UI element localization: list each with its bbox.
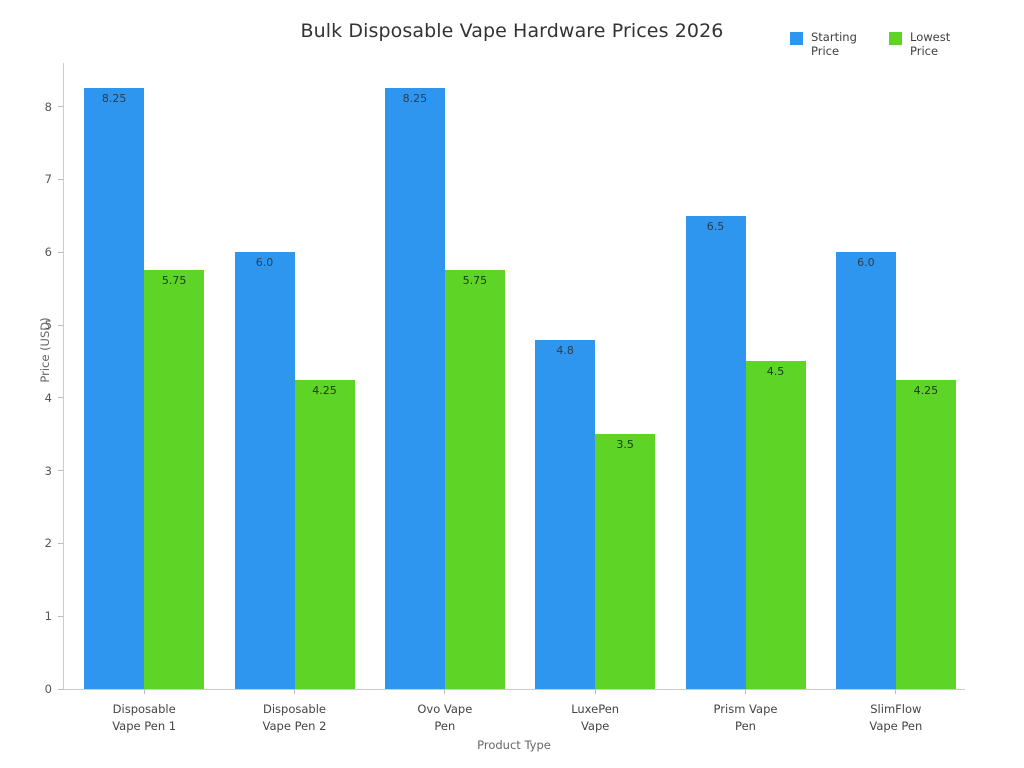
x-axis-tick-label: Ovo Vape Pen [417, 702, 473, 733]
bar-value-label: 8.25 [402, 92, 428, 106]
y-axis-tick-mark [58, 324, 63, 326]
y-axis-tick-mark [58, 615, 63, 617]
y-axis-tick-label: 4 [44, 390, 52, 405]
bar-value-label: 4.5 [766, 365, 785, 379]
chart-title: Bulk Disposable Vape Hardware Prices 202… [300, 20, 724, 42]
x-axis-tick-label: Disposable Vape Pen 1 [112, 702, 177, 733]
legend-label-starting-price: Starting Price [811, 30, 857, 58]
bar[interactable]: 8.25 [84, 88, 145, 689]
y-axis-tick-mark [58, 688, 63, 690]
legend-entry-lowest-price[interactable]: Lowest Price [889, 30, 962, 58]
y-axis-tick-label: 5 [44, 318, 52, 333]
bar-value-label: 3.5 [616, 438, 634, 452]
legend-entry-starting-price[interactable]: Starting Price [790, 30, 863, 58]
x-axis-label: Product Type [477, 738, 551, 752]
bar[interactable]: 4.25 [895, 379, 956, 689]
bar[interactable]: 6.0 [234, 252, 295, 689]
y-axis-tick-mark [58, 470, 63, 472]
bar[interactable]: 4.8 [535, 339, 596, 689]
plot-bars: 8.25 5.75 6.0 4.25 8.25 5.75 4.8 3.5 6.5 4.5 6.0 4.… [63, 63, 965, 689]
x-axis-line [63, 689, 965, 690]
bar-value-label: 6.0 [255, 256, 274, 270]
x-axis-tick-mark [294, 689, 295, 694]
x-axis-tick-mark [444, 689, 446, 694]
bar-value-label: 5.75 [462, 274, 488, 288]
legend-swatch-icon-lowest-price [889, 32, 902, 45]
x-axis-tick-mark [143, 689, 145, 694]
bar-value-label: 4.25 [913, 383, 939, 397]
bar[interactable]: 5.75 [144, 270, 205, 689]
bar-value-label: 6.5 [706, 219, 725, 233]
bar[interactable]: 6.5 [685, 215, 746, 689]
x-axis-tick-mark [745, 689, 746, 694]
y-axis-tick-label: 8 [44, 99, 52, 114]
legend-swatch-icon-starting-price [790, 32, 803, 45]
y-axis-tick-mark [58, 251, 63, 253]
chart-legend: Starting Price Lowest Price [790, 30, 962, 58]
bar[interactable]: 4.5 [745, 361, 806, 689]
bar-value-label: 4.8 [556, 343, 574, 357]
bar[interactable]: 6.0 [835, 252, 896, 689]
bar[interactable]: 8.25 [384, 88, 445, 689]
y-axis-line [63, 63, 64, 690]
bar[interactable]: 3.5 [595, 434, 656, 689]
y-axis-tick-label: 0 [44, 682, 52, 696]
x-axis-tick-mark [594, 689, 596, 694]
x-axis-tick-mark [895, 689, 897, 694]
bar[interactable]: 5.75 [444, 270, 505, 689]
bar-value-label: 4.25 [312, 383, 337, 397]
y-axis-tick-label: 7 [44, 172, 52, 187]
legend-label-lowest-price: Lowest Price [910, 30, 951, 58]
y-axis-tick-label: 2 [44, 536, 52, 551]
bar[interactable]: 4.25 [294, 379, 355, 689]
y-axis-tick-mark [58, 542, 63, 544]
bar-value-label: 6.0 [857, 256, 875, 270]
y-axis-tick-mark [58, 106, 63, 108]
x-axis-tick-label: LuxePen Vape [571, 702, 620, 733]
y-axis-tick-label: 6 [44, 245, 52, 260]
y-axis-tick-label: 1 [44, 609, 52, 624]
bar-value-label: 8.25 [101, 92, 127, 106]
y-axis-tick-mark [58, 397, 63, 399]
x-axis-tick-label: SlimFlow Vape Pen [869, 702, 923, 733]
bar-value-label: 5.75 [161, 274, 187, 288]
y-axis-tick-label: 3 [44, 463, 52, 478]
y-axis-tick-mark [58, 178, 63, 180]
x-axis-tick-label: Disposable Vape Pen 2 [262, 702, 327, 733]
x-axis-tick-label: Prism Vape Pen [713, 702, 778, 733]
y-axis-label: Price (USD) [38, 317, 52, 383]
